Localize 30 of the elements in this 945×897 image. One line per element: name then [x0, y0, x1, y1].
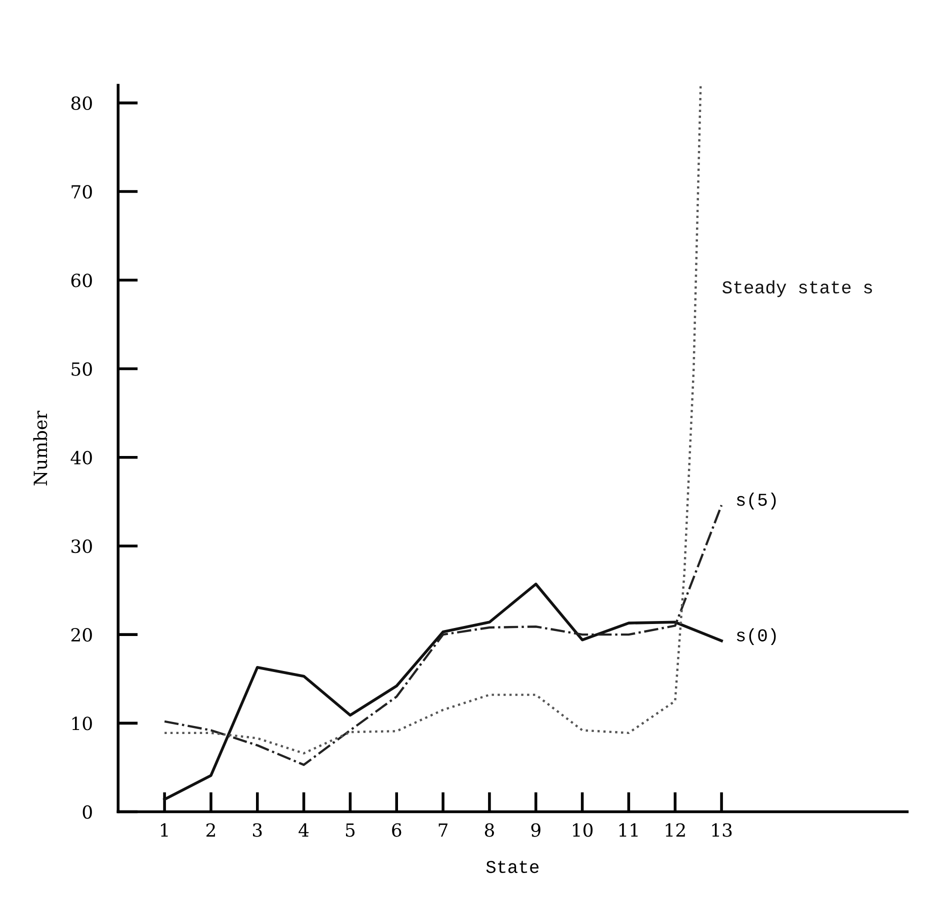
- y-tick-label: 80: [71, 96, 92, 110]
- x-tick-label: 1: [161, 823, 168, 837]
- series-label: s(0): [736, 628, 776, 646]
- y-tick-label: 0: [82, 805, 92, 819]
- series-label: Steady state s: [722, 280, 872, 298]
- x-tick-label: 3: [253, 823, 262, 837]
- x-tick-label: 11: [619, 823, 638, 837]
- y-tick-label: 70: [72, 185, 92, 199]
- x-tick-label: 13: [712, 823, 732, 837]
- line-series: [163, 84, 702, 754]
- y-tick-label: 50: [72, 362, 92, 376]
- x-tick-label: 12: [666, 823, 685, 837]
- line-series: [163, 504, 723, 766]
- x-tick-label: 9: [531, 823, 540, 837]
- series-label: s(5): [736, 492, 776, 510]
- y-tick-label: 60: [71, 274, 92, 288]
- y-axis-title: Number: [33, 410, 48, 486]
- x-tick-label: 7: [438, 823, 448, 837]
- x-tick-label: 5: [346, 823, 355, 837]
- y-tick-label: 20: [71, 628, 92, 642]
- x-tick-label: 10: [573, 823, 593, 837]
- x-tick-label: 4: [298, 823, 309, 837]
- x-tick-label: 6: [392, 823, 402, 837]
- y-tick-label: 10: [72, 716, 92, 730]
- x-tick-label: 2: [206, 823, 215, 837]
- line-series: [163, 582, 723, 801]
- x-axis-title: State: [486, 860, 539, 874]
- y-tick-label: 30: [72, 539, 92, 554]
- x-tick-label: 8: [484, 823, 494, 837]
- y-tick-label: 40: [70, 450, 92, 464]
